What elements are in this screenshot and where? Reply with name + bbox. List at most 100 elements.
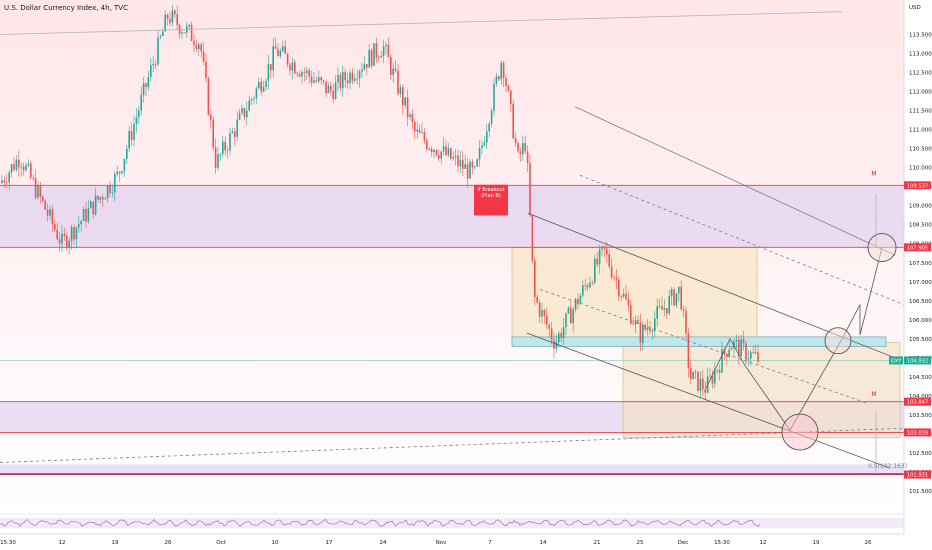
candle-body <box>354 78 356 81</box>
breakout-label: If Breakout <box>477 187 504 193</box>
candle-body <box>346 80 349 84</box>
candle-body <box>490 110 493 124</box>
candle-body <box>8 172 10 183</box>
candle-body <box>466 164 469 179</box>
candle-body <box>409 114 411 118</box>
candle-body <box>78 224 80 228</box>
candle-body <box>366 64 368 68</box>
candle-body <box>210 114 212 120</box>
candle-body <box>529 163 531 216</box>
candle-body <box>596 258 598 265</box>
candle-body <box>740 339 742 357</box>
candle-body <box>238 112 241 120</box>
x-tick-label: 12 <box>59 540 66 546</box>
candle-body <box>183 32 186 34</box>
candle-body <box>294 62 296 74</box>
candle-body <box>690 368 692 379</box>
candle-body <box>428 148 430 150</box>
candle-body <box>651 330 654 332</box>
channel-upper-outer <box>574 106 896 256</box>
candle-body <box>56 229 58 240</box>
candle-body <box>44 200 46 210</box>
candle-body <box>58 239 61 244</box>
candle-body <box>138 110 140 118</box>
candle-body <box>258 81 260 89</box>
candle-body <box>594 258 596 283</box>
candle-body <box>512 103 514 139</box>
y-tick-label: 110.500 <box>909 147 932 153</box>
candle-body <box>363 64 366 70</box>
candle-body <box>680 286 682 310</box>
candle-body <box>325 81 327 94</box>
candle-body <box>416 129 418 132</box>
y-tick-label: 106.000 <box>909 318 932 324</box>
symbol-tag <box>889 356 903 365</box>
candle-body <box>390 57 392 76</box>
candle-body <box>500 62 502 80</box>
x-tick-label: 25 <box>637 540 644 546</box>
x-tick-label: 15:30 <box>714 540 730 546</box>
candle-body <box>435 150 438 156</box>
candle-body <box>661 306 663 310</box>
candle-body <box>565 313 567 328</box>
candle-body <box>735 339 738 342</box>
candle-body <box>642 325 644 343</box>
candle-body <box>574 298 577 310</box>
price-tag-label: 109.537 <box>907 183 928 189</box>
candle-body <box>476 159 478 167</box>
candle-body <box>471 161 474 168</box>
candle-body <box>543 310 546 316</box>
price-tag-1 <box>904 243 931 252</box>
candle-body <box>142 83 145 96</box>
candle-body <box>399 87 402 94</box>
candle-body <box>282 46 284 52</box>
candle-body <box>567 307 570 314</box>
x-tick-label: 26 <box>165 540 172 546</box>
candle-body <box>49 209 51 216</box>
candle-body <box>140 95 142 111</box>
candle-body <box>608 254 610 267</box>
x-tick-label: 7 <box>488 540 492 546</box>
candle-body <box>385 44 387 47</box>
candle-body <box>536 297 538 303</box>
candle-body <box>694 371 697 373</box>
zone-0 <box>0 185 904 248</box>
candle-body <box>37 185 39 198</box>
long-trendline-dashed <box>0 427 905 463</box>
breakout-zone <box>511 336 887 347</box>
y-tick-label: 109.000 <box>909 204 932 210</box>
candle-body <box>322 80 325 82</box>
candle-body <box>716 369 718 371</box>
y-tick-label: 105.500 <box>909 337 932 343</box>
x-tick-label: 17 <box>326 540 333 546</box>
candle-body <box>80 220 82 225</box>
candle-body <box>15 159 18 170</box>
candle-body <box>344 72 346 81</box>
x-tick-label: 21 <box>594 540 601 546</box>
y-tick-label: 107.500 <box>909 261 932 267</box>
candle-body <box>82 209 85 221</box>
candle-body <box>130 130 133 140</box>
candle-body <box>421 132 423 134</box>
candle-body <box>308 70 310 77</box>
candle-body <box>27 163 30 166</box>
candle-body <box>1 180 3 183</box>
price-tag-0 <box>904 181 931 190</box>
candle-body <box>94 195 97 215</box>
candle-body <box>687 333 690 369</box>
price-tag-label: 103.039 <box>907 430 928 436</box>
candle-body <box>548 324 550 329</box>
candle-body <box>531 215 534 261</box>
candle-body <box>505 78 507 87</box>
candle-body <box>339 74 342 89</box>
candle-body <box>404 97 406 106</box>
candle-body <box>622 293 625 297</box>
candle-body <box>274 46 277 49</box>
candle-body <box>457 155 459 167</box>
candle-body <box>445 146 447 156</box>
candle-body <box>260 81 262 92</box>
candle-body <box>205 61 207 79</box>
x-tick-label: 12 <box>760 540 767 546</box>
candle-body <box>97 195 99 200</box>
